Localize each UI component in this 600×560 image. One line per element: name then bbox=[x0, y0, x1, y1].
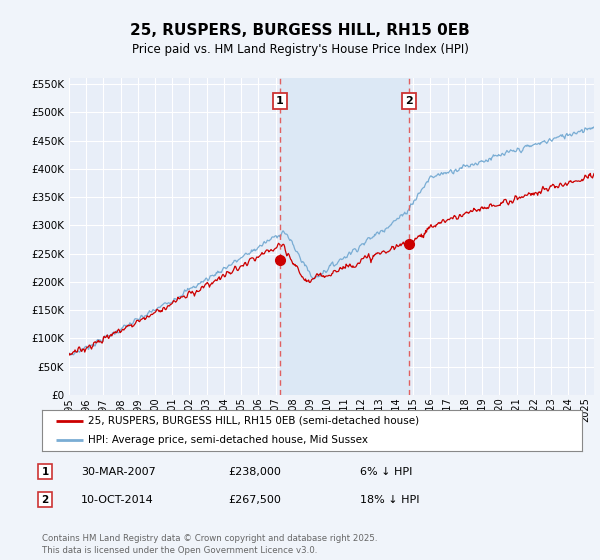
Text: 25, RUSPERS, BURGESS HILL, RH15 0EB: 25, RUSPERS, BURGESS HILL, RH15 0EB bbox=[130, 24, 470, 38]
Text: Contains HM Land Registry data © Crown copyright and database right 2025.
This d: Contains HM Land Registry data © Crown c… bbox=[42, 534, 377, 555]
Text: 2: 2 bbox=[41, 494, 49, 505]
Text: Price paid vs. HM Land Registry's House Price Index (HPI): Price paid vs. HM Land Registry's House … bbox=[131, 43, 469, 56]
Text: 25, RUSPERS, BURGESS HILL, RH15 0EB (semi-detached house): 25, RUSPERS, BURGESS HILL, RH15 0EB (sem… bbox=[88, 416, 419, 426]
Text: £267,500: £267,500 bbox=[228, 494, 281, 505]
Bar bbox=[280, 78, 409, 395]
Text: 1: 1 bbox=[276, 96, 284, 106]
Text: £238,000: £238,000 bbox=[228, 466, 281, 477]
Text: 30-MAR-2007: 30-MAR-2007 bbox=[81, 466, 156, 477]
Text: 6% ↓ HPI: 6% ↓ HPI bbox=[360, 466, 412, 477]
Text: 18% ↓ HPI: 18% ↓ HPI bbox=[360, 494, 419, 505]
Text: 2: 2 bbox=[406, 96, 413, 106]
Text: 10-OCT-2014: 10-OCT-2014 bbox=[81, 494, 154, 505]
Text: HPI: Average price, semi-detached house, Mid Sussex: HPI: Average price, semi-detached house,… bbox=[88, 435, 368, 445]
Text: 1: 1 bbox=[41, 466, 49, 477]
